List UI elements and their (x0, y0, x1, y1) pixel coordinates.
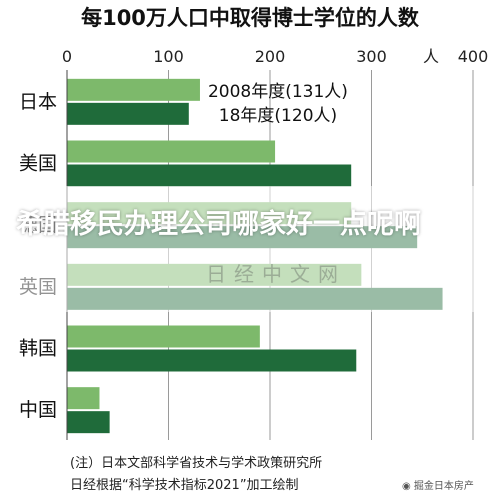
brand: ◉ 掘金日本房产 (402, 477, 474, 492)
bar (67, 140, 276, 163)
overlay-text: 希腊移民办理公司哪家好一点呢啊 (16, 209, 421, 240)
category-label: 中国 (19, 399, 57, 421)
x-axis-ticks: 0 100 200 300 400 (62, 47, 488, 66)
speech-bubble-icon: ◉ (402, 481, 411, 492)
overlay-band (0, 186, 500, 312)
x-tick-label: 300 (356, 47, 387, 66)
bar (67, 411, 110, 434)
bar (67, 164, 352, 187)
bar (67, 387, 100, 410)
legend-label: 18年度(120人) (219, 106, 337, 126)
chart-title: 每100万人口中取得博士学位的人数 (81, 6, 420, 30)
x-tick-label: 100 (153, 47, 184, 66)
legend-label: 2008年度(131人) (208, 82, 348, 102)
bar (67, 102, 189, 125)
site-watermark: 日经中文网 (206, 262, 346, 286)
category-label: 韩国 (19, 338, 57, 360)
bar (67, 325, 260, 348)
x-tick-label: 0 (62, 47, 72, 66)
category-label: 美国 (19, 153, 57, 175)
footnote-line-1: (注）日本文部科学省技术与学术政策研究所 (70, 456, 323, 471)
x-tick-label: 400 (458, 47, 489, 66)
bar (67, 349, 357, 372)
x-tick-label: 200 (255, 47, 286, 66)
brand-text: 掘金日本房产 (413, 481, 474, 492)
footnote-line-2: 日经根据“科学技术指标2021”加工绘制 (70, 478, 299, 493)
category-label: 日本 (19, 91, 57, 113)
legend: 2008年度(131人) 18年度(120人) (208, 82, 348, 126)
bar (67, 78, 200, 101)
unit-label: 人 (423, 47, 439, 66)
